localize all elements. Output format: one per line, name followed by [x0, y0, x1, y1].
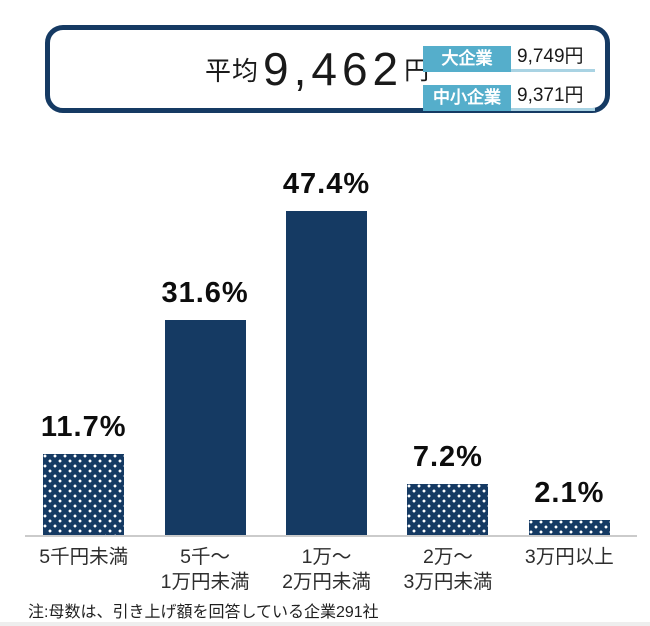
legend-row-large-company: 大企業 9,749円 — [423, 41, 595, 72]
bar-column-5: 2.1% — [509, 477, 630, 537]
bar-2 — [164, 320, 246, 537]
x-axis-line — [25, 535, 637, 537]
legend-chip-sme: 中小企業 — [423, 85, 511, 111]
legend-value-sme: 9,371円 — [511, 80, 595, 111]
bar-1 — [43, 454, 125, 537]
bar-column-4: 7.2% — [387, 441, 508, 537]
bar-value-label-2: 31.6% — [161, 277, 249, 309]
average-value: 9,462 — [263, 43, 404, 95]
category-label-4: 2万〜 3万円未満 — [403, 546, 493, 593]
category-label-1: 5千円未満 — [39, 546, 129, 568]
footnote: 注:母数は、引き上げ額を回答している企業291社 — [28, 604, 379, 621]
bar-4 — [407, 484, 489, 537]
bar-column-3: 47.4% — [266, 168, 387, 537]
bar-value-label-4: 7.2% — [412, 441, 483, 473]
bar-3 — [286, 211, 368, 537]
bottom-edge-strip — [0, 622, 650, 626]
legend-row-sme: 中小企業 9,371円 — [423, 80, 595, 111]
bar-value-label-1: 11.7% — [40, 411, 127, 443]
category-labels: 5千円未満 5千〜 1万円未満 1万〜 2万円未満 2万〜 3万円未満 3万円以上 — [23, 545, 630, 595]
bar-columns: 11.7% 31.6% 47.4% 7.2% 2.1% — [23, 150, 630, 537]
legend-chip-large-company: 大企業 — [423, 46, 511, 72]
average-label: 平均 — [205, 55, 260, 86]
bar-column-1: 11.7% — [23, 411, 144, 537]
legend-value-large-company: 9,749円 — [511, 41, 595, 72]
bar-value-label-3: 47.4% — [282, 168, 371, 200]
bar-column-2: 31.6% — [144, 277, 265, 537]
average-group: 平均 9,462 円 — [205, 30, 429, 108]
category-label-2: 5千〜 1万円未満 — [160, 546, 250, 593]
average-summary-box: 平均 9,462 円 大企業 9,749円 中小企業 9,371円 — [45, 25, 610, 113]
legend: 大企業 9,749円 中小企業 9,371円 — [423, 41, 595, 111]
category-label-5: 3万円以上 — [524, 546, 614, 568]
category-label-3: 1万〜 2万円未満 — [282, 546, 371, 593]
bar-value-label-5: 2.1% — [534, 477, 605, 509]
